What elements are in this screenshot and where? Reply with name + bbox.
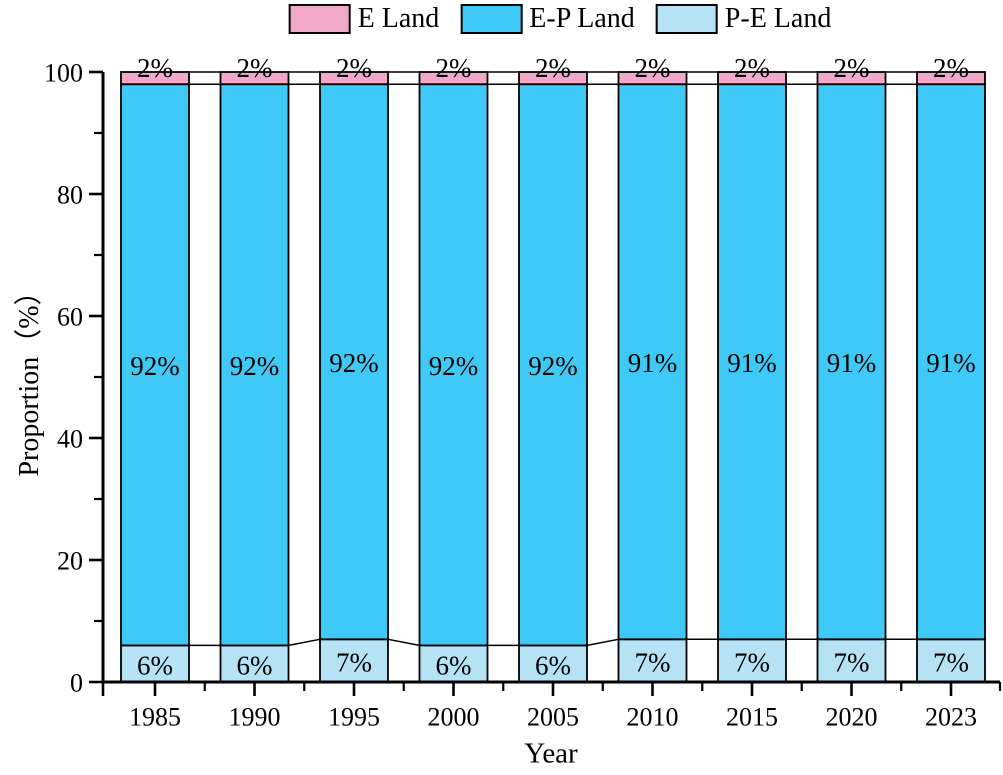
svg-text:6%: 6% (237, 651, 273, 681)
svg-text:91%: 91% (628, 348, 678, 378)
svg-text:0: 0 (70, 669, 83, 698)
svg-text:92%: 92% (429, 351, 479, 381)
svg-text:1990: 1990 (229, 703, 281, 732)
legend-label-ep-land: E-P Land (529, 3, 635, 34)
svg-text:92%: 92% (130, 351, 180, 381)
svg-text:2%: 2% (336, 53, 372, 83)
svg-text:2%: 2% (237, 53, 273, 83)
svg-text:91%: 91% (827, 348, 877, 378)
svg-text:60: 60 (57, 303, 83, 332)
svg-text:2%: 2% (137, 53, 173, 83)
x-axis-title: Year (524, 737, 578, 770)
svg-text:7%: 7% (933, 648, 969, 678)
legend-item-ep-land: E-P Land (460, 3, 635, 35)
svg-text:2000: 2000 (428, 703, 480, 732)
legend-swatch-ep-land (460, 4, 523, 34)
svg-text:2020: 2020 (826, 703, 878, 732)
svg-text:2010: 2010 (627, 703, 679, 732)
svg-text:80: 80 (57, 181, 83, 210)
svg-text:40: 40 (57, 425, 83, 454)
svg-text:2%: 2% (834, 53, 870, 83)
legend-item-pe-land: P-E Land (655, 3, 832, 35)
svg-text:20: 20 (57, 547, 83, 576)
svg-text:2023: 2023 (925, 703, 977, 732)
svg-text:100: 100 (44, 59, 83, 88)
legend: E Land E-P Land P-E Land (288, 3, 832, 35)
svg-text:2%: 2% (734, 53, 770, 83)
svg-text:1995: 1995 (328, 703, 380, 732)
svg-text:2%: 2% (635, 53, 671, 83)
svg-text:92%: 92% (329, 348, 379, 378)
svg-text:2%: 2% (436, 53, 472, 83)
legend-label-pe-land: P-E Land (724, 3, 832, 34)
svg-text:92%: 92% (528, 351, 578, 381)
svg-text:2005: 2005 (527, 703, 579, 732)
svg-text:2%: 2% (535, 53, 571, 83)
svg-text:91%: 91% (727, 348, 777, 378)
svg-text:92%: 92% (230, 351, 280, 381)
svg-text:7%: 7% (734, 648, 770, 678)
legend-label-e-land: E Land (357, 3, 440, 34)
svg-text:1985: 1985 (129, 703, 181, 732)
svg-text:7%: 7% (834, 648, 870, 678)
svg-text:7%: 7% (635, 648, 671, 678)
svg-text:2015: 2015 (726, 703, 778, 732)
legend-swatch-e-land (288, 4, 351, 34)
svg-text:6%: 6% (535, 651, 571, 681)
svg-text:6%: 6% (436, 651, 472, 681)
svg-text:91%: 91% (926, 348, 976, 378)
legend-item-e-land: E Land (288, 3, 440, 35)
y-axis-title: Proportion（%） (14, 277, 45, 477)
svg-text:2%: 2% (933, 53, 969, 83)
legend-swatch-pe-land (655, 4, 718, 34)
svg-text:7%: 7% (336, 648, 372, 678)
svg-text:6%: 6% (137, 651, 173, 681)
